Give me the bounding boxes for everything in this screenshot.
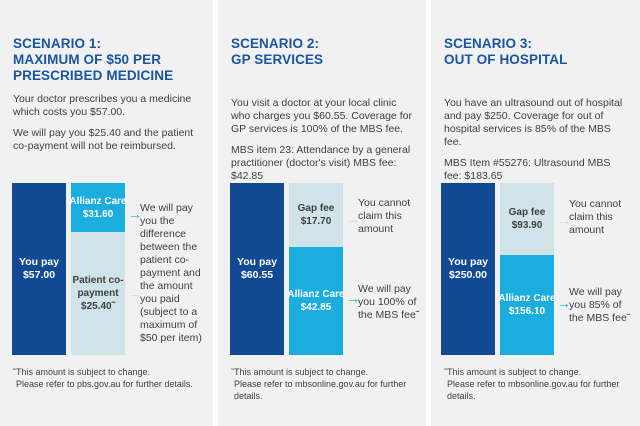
arrow-right-icon: → <box>557 212 571 228</box>
bar-amount: $57.00 <box>22 269 56 281</box>
scenario-3-title: SCENARIO 3: OUT OF HOSPITAL <box>444 36 634 68</box>
footnote-line: Please refer to pbs.gov.au for further d… <box>16 379 193 389</box>
annotation: We will pay you the difference between t… <box>140 202 202 344</box>
segment-amount: $31.60 <box>82 208 114 220</box>
footnote-line: ˜This amount is subject to change. <box>13 367 151 377</box>
annotation: You cannot claim this amount <box>569 198 622 236</box>
footnote: ˜This amount is subject to change. Pleas… <box>444 366 636 402</box>
breakdown-bar: Gap fee $93.90 Allianz Care $156.10 <box>498 183 556 355</box>
breakdown-bar: Allianz Care $31.60 Patient co-payment $… <box>69 183 127 355</box>
footnote-line: Please refer to mbsonline.gov.au for fur… <box>234 379 407 401</box>
title-line: SCENARIO 2: <box>231 36 320 51</box>
footnote-line: Please refer to mbsonline.gov.au for fur… <box>447 379 620 401</box>
title-line: SCENARIO 3: <box>444 36 533 51</box>
gap-fee-segment: Gap fee $93.90 <box>500 183 554 255</box>
annotation: We will pay you 85% of the MBS fee˜ <box>569 286 631 324</box>
title-line: MAXIMUM OF $50 PER <box>13 52 162 67</box>
segment-amount: $156.10 <box>508 306 546 317</box>
scenario-3-panel: SCENARIO 3: OUT OF HOSPITAL You have an … <box>431 0 640 426</box>
footnote: ˜This amount is subject to change. Pleas… <box>13 366 209 390</box>
gap-fee-segment: Gap fee $17.70 <box>289 183 343 247</box>
bar-amount: $250.00 <box>449 269 487 281</box>
allianz-care-segment: Allianz Care $42.85 <box>287 247 345 355</box>
arrow-right-icon: → <box>346 290 360 306</box>
scenario-2-description: You visit a doctor at your local clinic … <box>231 97 417 191</box>
annotation: We will pay you 100% of the MBS fee˜ <box>358 283 420 321</box>
you-pay-bar: You pay $60.55 <box>230 183 284 355</box>
bar-label: You pay <box>447 256 489 268</box>
scenario-2-title: SCENARIO 2: GP SERVICES <box>231 36 420 68</box>
paragraph: We will pay you $25.40 and the patient c… <box>13 127 194 152</box>
paragraph: You visit a doctor at your local clinic … <box>231 97 412 135</box>
patient-co-payment-segment: Patient co-payment $25.40˜ <box>71 232 125 355</box>
segment-amount: $93.90 <box>511 220 543 231</box>
title-line: OUT OF HOSPITAL <box>444 52 568 67</box>
title-line: SCENARIO 1: <box>13 36 102 51</box>
arrow-right-icon: → <box>128 285 142 301</box>
scenario-1-description: Your doctor prescribes you a medicine wh… <box>13 93 204 161</box>
allianz-care-segment: Allianz Care $31.60 <box>69 183 127 232</box>
segment-label: Patient co-payment <box>72 275 124 299</box>
segment-amount: $42.85 <box>300 302 332 313</box>
bar-label: You pay <box>18 256 60 268</box>
you-pay-bar: You pay $250.00 <box>441 183 495 355</box>
segment-amount: $17.70 <box>300 216 332 227</box>
segment-label: Gap fee <box>508 207 546 218</box>
scenario-3-description: You have an ultrasound out of hospital a… <box>444 97 631 191</box>
title-line: GP SERVICES <box>231 52 324 67</box>
footnote-line: ˜This amount is subject to change. <box>231 367 369 377</box>
scenario-3-chart: You pay $250.00 Gap fee $93.90 Allianz C… <box>441 183 640 355</box>
arrow-right-icon: → <box>557 295 571 311</box>
scenario-2-panel: SCENARIO 2: GP SERVICES You visit a doct… <box>218 0 426 426</box>
paragraph: MBS Item #55276: Ultrasound MBS fee: $18… <box>444 157 611 182</box>
allianz-care-segment: Allianz Care $156.10 <box>498 255 556 355</box>
bar-label: You pay <box>236 256 278 268</box>
segment-label: Gap fee <box>297 203 335 214</box>
you-pay-bar: You pay $57.00 <box>12 183 66 355</box>
scenario-1-title: SCENARIO 1: MAXIMUM OF $50 PER PRESCRIBE… <box>13 36 207 84</box>
title-line: PRESCRIBED MEDICINE <box>13 68 174 83</box>
paragraph: You have an ultrasound out of hospital a… <box>444 97 623 148</box>
paragraph: Your doctor prescribes you a medicine wh… <box>13 93 192 118</box>
segment-label: Allianz Care <box>498 293 556 304</box>
scenario-1-panel: SCENARIO 1: MAXIMUM OF $50 PER PRESCRIBE… <box>0 0 213 426</box>
segment-label: Allianz Care <box>69 195 127 207</box>
arrow-right-icon: → <box>128 206 142 222</box>
footnote: ˜This amount is subject to change. Pleas… <box>231 366 422 402</box>
bar-amount: $60.55 <box>240 269 274 281</box>
segment-label: Allianz Care <box>287 289 345 300</box>
paragraph: MBS item 23: Attendance by a general pra… <box>231 144 411 182</box>
arrow-right-icon: → <box>346 211 360 227</box>
scenario-1-chart: You pay $57.00 Allianz Care $31.60 Patie… <box>12 183 213 355</box>
breakdown-bar: Gap fee $17.70 Allianz Care $42.85 <box>287 183 345 355</box>
scenario-2-chart: You pay $60.55 Gap fee $17.70 Allianz Ca… <box>230 183 426 355</box>
segment-amount: $25.40˜ <box>81 301 115 312</box>
footnote-line: ˜This amount is subject to change. <box>444 367 582 377</box>
annotation: You cannot claim this amount <box>358 197 411 235</box>
